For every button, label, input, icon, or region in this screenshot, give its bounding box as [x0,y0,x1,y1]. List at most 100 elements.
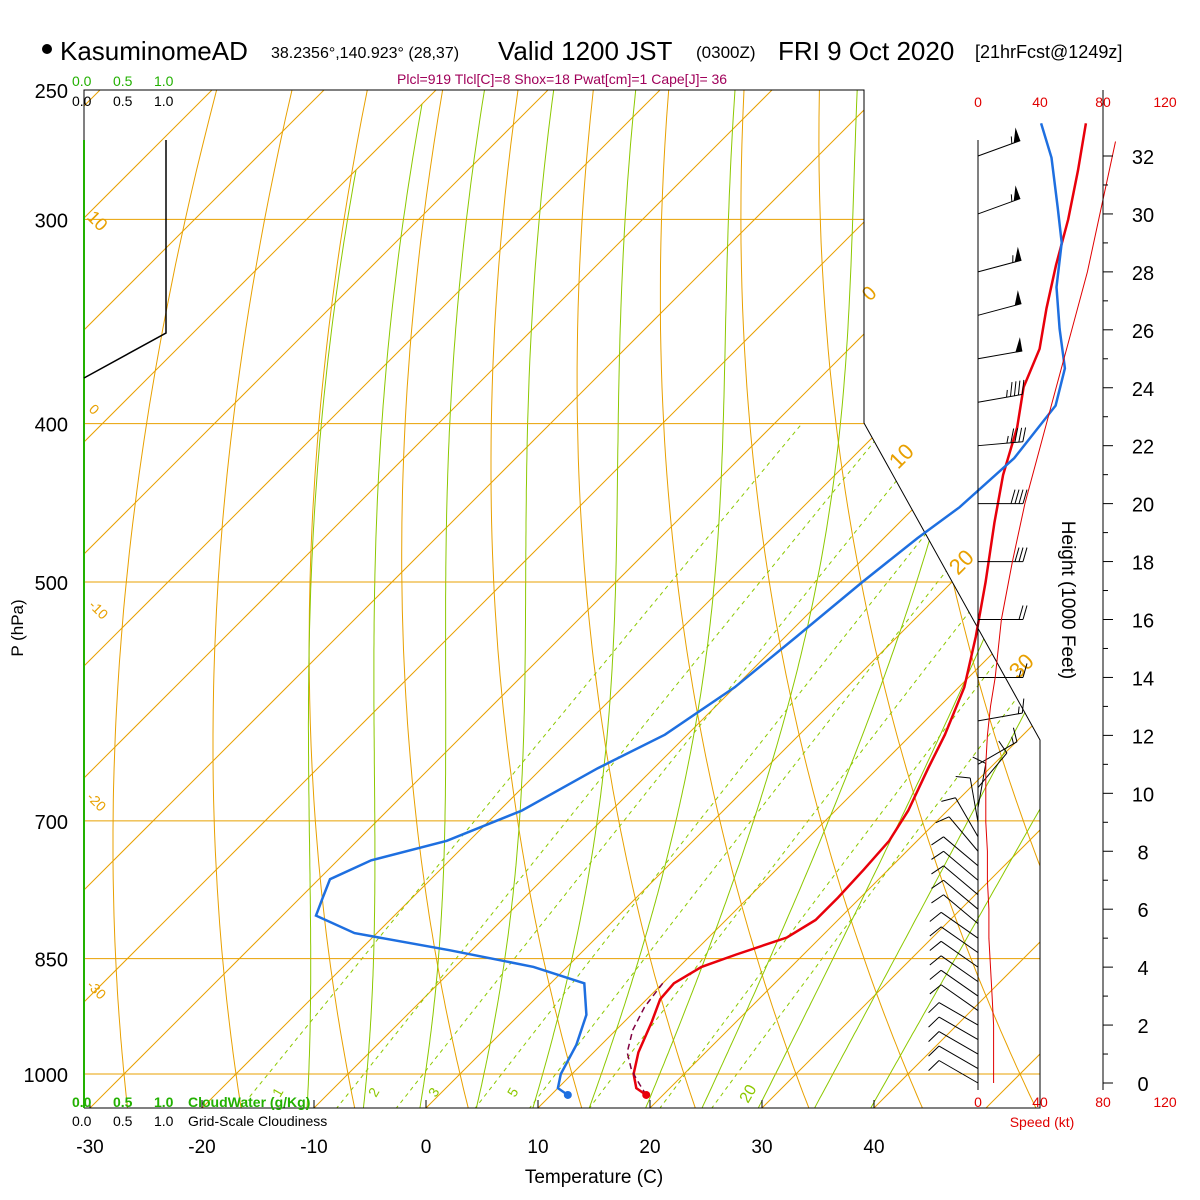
isotherm-label: -10 [86,597,112,623]
dry-adiabat-line [740,90,927,1108]
wind-barb [929,969,979,997]
wind-barb [931,865,979,896]
moist-adiabat-line [530,90,637,1108]
wind-barb-staff [977,259,1022,273]
wind-barb-feather [931,894,944,904]
speed-tick: 120 [1153,1094,1177,1110]
wind-barb [929,955,979,983]
temperature-axis: -30 -20 -10 0 10 20 30 40 [76,1100,885,1158]
wind-barb-staff [955,797,979,838]
cloud-scale-top: 0.0 0.5 1.0 0.0 0.5 1.0 [72,73,174,109]
wind-barb-feather [1022,547,1028,562]
wind-barb [931,879,979,910]
mixing-ratio-label: 2 [365,1085,383,1100]
wind-barb-feather [931,879,944,889]
wind-barb [931,850,979,881]
temperature-tick-label: 10 [527,1137,548,1158]
pressure-tick-label: 400 [35,415,68,437]
wind-barb-staff [938,1016,979,1040]
isotherm-label: 0 [86,401,103,418]
wind-barb [931,894,979,925]
mixing-ratio-line [583,423,1040,1108]
mixing-ratio-label: 3 [425,1085,443,1100]
wind-barb-feather [929,955,942,966]
moist-adiabat-line [754,90,1040,1108]
height-tick-label: 10 [1132,784,1154,806]
temperature-tick-label: -20 [188,1137,215,1158]
wind-barb-staff [977,763,987,808]
dry-adiabat-lines [112,90,1040,1108]
dry-adiabat-line [112,90,218,1108]
cloudiness-label: Grid-Scale Cloudiness [188,1113,327,1129]
wind-barb-feather [955,775,971,779]
wind-barb [928,1002,979,1026]
wind-barb-feather [1014,489,1020,504]
temperature-tick-label: 30 [751,1137,772,1158]
cloudiness-profile [83,140,167,379]
wind-barb-feather [1010,381,1013,397]
wind-barb-staff [977,350,1023,360]
wind-barb-staff [940,911,979,939]
mixing-ratio-label: 5 [504,1085,522,1100]
speed-tick: 40 [1032,1094,1048,1110]
pressure-tick-label: 500 [35,573,68,595]
wind-barb [977,379,1025,403]
height-tick-label: 20 [1132,495,1154,517]
mixing-ratio-line [523,423,1040,1108]
height-tick-label: 4 [1137,958,1148,980]
mixing-ratio-lines [234,423,1040,1108]
mixing-ratio-line [706,423,1040,1108]
valid-time: Valid 1200 JST [498,36,673,66]
wind-barb [955,775,979,823]
height-tick-label: 28 [1132,263,1154,285]
isotherm-line [84,90,451,1108]
mixing-ratio-line [469,423,1014,1108]
wind-barb [977,185,1021,215]
wind-barb-staff [943,865,979,896]
isotherm-line [84,90,899,1108]
moist-adiabat-lines [306,90,1040,1108]
moist-adiabat-line [418,90,485,1108]
speed-tick: 0 [974,1094,982,1110]
surface-dewpoint-marker [563,1090,572,1099]
wind-barb [929,911,979,939]
wind-barb-feather [928,1060,940,1071]
isotherm-label: -20 [84,789,110,815]
height-tick-label: 12 [1132,726,1154,748]
wind-barb-feather [929,940,942,951]
wind-barb-feather [1022,489,1028,504]
height-tick-label: 16 [1132,611,1154,633]
wind-barb-half-feather [1018,670,1022,678]
isotherm-line [418,90,1040,1108]
dry-adiabat-line [818,90,1040,1108]
isotherm-line [84,90,675,1108]
speed-tick: 80 [1095,1094,1111,1110]
wind-barb-half-feather [1006,389,1008,398]
dry-adiabat-line [308,90,368,1108]
isotherm-line [84,90,1011,1108]
isotherm-line [84,90,339,1108]
wind-barb [977,727,1018,765]
wind-barb-feather [931,865,944,875]
isotherm-line [978,90,1040,1108]
forecast-run: [21hrFcst@1249z] [975,42,1122,62]
wind-barb-feather [928,1002,940,1014]
station-marker-icon [42,44,52,54]
wind-speed-scale-bottom: 0 40 80 120 Speed (kt) [974,1094,1177,1130]
wind-panel [928,127,1116,1090]
wind-barb-feather [1018,547,1024,562]
dry-adiabat-line [212,90,293,1108]
wind-barb [929,926,979,954]
wind-barb-staff [977,303,1022,316]
wind-barb-feather [1010,428,1015,443]
isotherm-line [84,90,563,1108]
wind-speed-scale-top: 0 40 80 120 [974,94,1177,110]
moist-adiabat-line [810,90,1040,1108]
wind-barb [941,797,979,838]
moist-adiabat-line [362,104,423,1108]
wind-barb [928,1016,979,1040]
cloudiness-tick: 1.0 [154,1113,174,1129]
speed-axis-label: Speed (kt) [1010,1114,1075,1130]
isotherm-line [530,90,1040,1108]
